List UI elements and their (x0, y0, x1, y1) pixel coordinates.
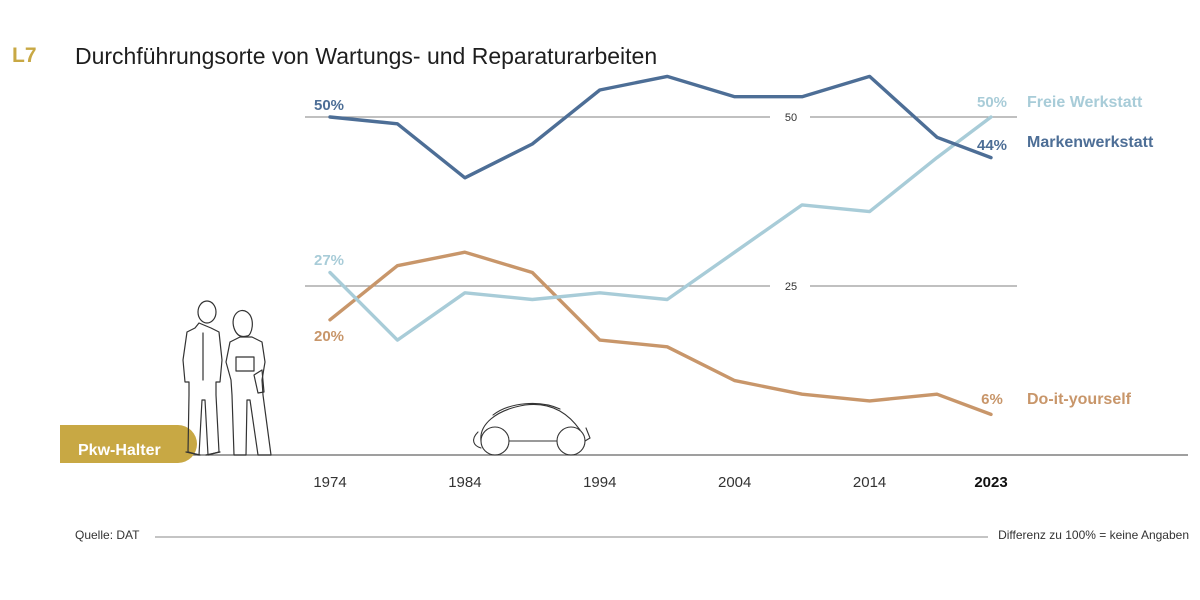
x-tick-1994: 1994 (583, 474, 616, 491)
car-icon (473, 402, 591, 456)
legend-label-do-it-yourself: Do-it-yourself (1027, 391, 1132, 408)
chart-title: Durchführungsorte von Wartungs- und Repa… (75, 43, 658, 69)
series-line-freie-werkstatt (328, 115, 993, 342)
gridline-label-50: 50 (785, 112, 797, 124)
gridline-label-25: 25 (785, 281, 797, 293)
series-line-markenwerkstatt (328, 74, 993, 180)
end-label-markenwerkstatt: 44% (977, 137, 1007, 154)
end-label-do-it-yourself: 6% (981, 391, 1003, 408)
gridlines: 50 25 (305, 112, 1017, 293)
x-axis-ticks: 1974 1984 1994 2004 2014 2023 (313, 474, 1007, 491)
start-label-do-it-yourself: 20% (314, 328, 344, 345)
x-tick-2004: 2004 (718, 474, 751, 491)
pkw-halter-label: Pkw-Halter (78, 442, 161, 459)
x-tick-1984: 1984 (448, 474, 481, 491)
pkw-halter-badge: Pkw-Halter (60, 425, 197, 463)
x-tick-2023: 2023 (974, 474, 1007, 491)
source-note: Quelle: DAT (75, 528, 140, 542)
series-labels: 50% 44% Markenwerkstatt 27% 50% Freie Werksta… (314, 94, 1154, 408)
people-icon (182, 300, 272, 456)
chart-code: L7 (12, 44, 37, 67)
series-line-do-it-yourself (328, 250, 993, 417)
legend-label-markenwerkstatt: Markenwerkstatt (1027, 134, 1154, 151)
start-label-freie-werkstatt: 27% (314, 252, 344, 269)
x-tick-1974: 1974 (313, 474, 346, 491)
start-label-markenwerkstatt: 50% (314, 97, 344, 114)
series-lines (328, 74, 993, 417)
x-tick-2014: 2014 (853, 474, 886, 491)
legend-label-freie-werkstatt: Freie Werkstatt (1027, 94, 1143, 111)
end-label-freie-werkstatt: 50% (977, 94, 1007, 111)
footnote: Differenz zu 100% = keine Angaben (998, 528, 1189, 542)
